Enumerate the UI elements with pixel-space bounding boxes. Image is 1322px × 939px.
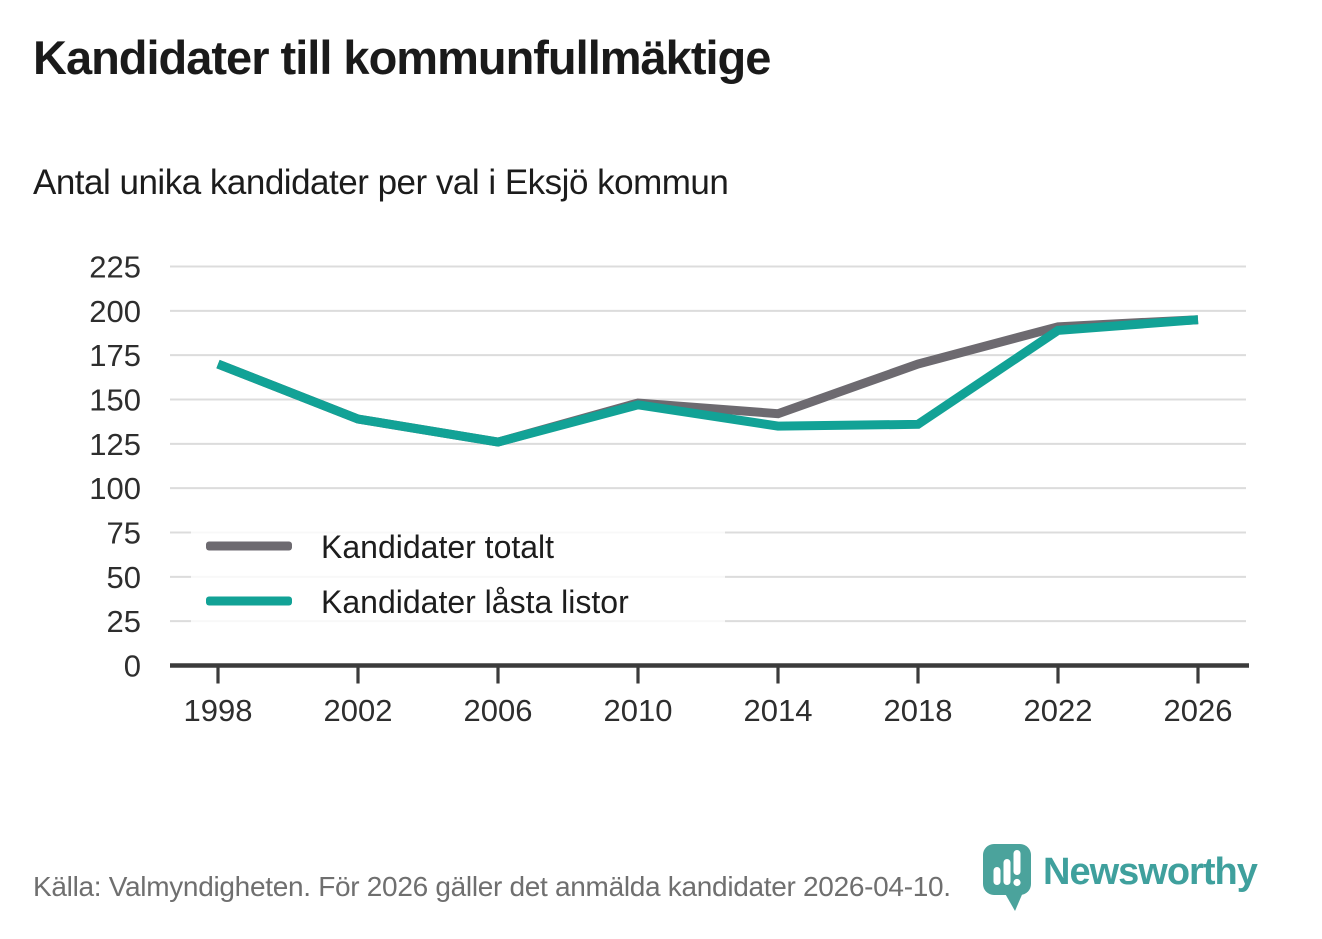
x-axis-label: 2018: [884, 693, 953, 728]
logo-bar-1: [993, 867, 1001, 885]
pin-tail: [1003, 890, 1024, 911]
source-note: Källa: Valmyndigheten. För 2026 gäller d…: [33, 871, 951, 902]
logo-bar-3: [1013, 850, 1021, 875]
legend-label: Kandidater totalt: [321, 529, 554, 565]
y-axis-label: 50: [107, 560, 141, 595]
y-axis-label: 225: [89, 250, 141, 285]
y-axis-label: 25: [107, 604, 141, 639]
x-axis-label: 1998: [184, 693, 253, 728]
x-axis-label: 2006: [464, 693, 533, 728]
newsworthy-logo: Newsworthy: [983, 844, 1258, 912]
chart-subtitle: Antal unika kandidater per val i Eksjö k…: [33, 163, 729, 202]
y-axis-label: 0: [124, 649, 141, 684]
y-axis-label: 150: [89, 383, 141, 418]
x-axis-label: 2014: [744, 693, 813, 728]
y-axis-label: 175: [89, 338, 141, 373]
legend-swatch: [206, 596, 292, 606]
y-axis-label: 125: [89, 427, 141, 462]
legend-label: Kandidater låsta listor: [321, 584, 629, 620]
logo-text: Newsworthy: [1043, 851, 1258, 893]
series-line-kandidater-lasta-listor: [216, 315, 1199, 447]
x-axis-label: 2002: [324, 693, 393, 728]
x-axis-label: 2022: [1024, 693, 1093, 728]
y-axis-label: 200: [89, 294, 141, 329]
x-axis-label: 2026: [1164, 693, 1233, 728]
y-axis-label: 100: [89, 471, 141, 506]
logo-bar-2: [1003, 859, 1011, 885]
legend-swatch: [206, 541, 292, 551]
newsworthy-pin-icon: [983, 844, 1031, 911]
y-axis-label: 75: [107, 516, 141, 551]
chart-title: Kandidater till kommunfullmäktige: [33, 31, 771, 84]
x-axis-label: 2010: [604, 693, 673, 728]
legend-box: [191, 503, 725, 643]
logo-exclamation-dot: [1013, 878, 1021, 887]
